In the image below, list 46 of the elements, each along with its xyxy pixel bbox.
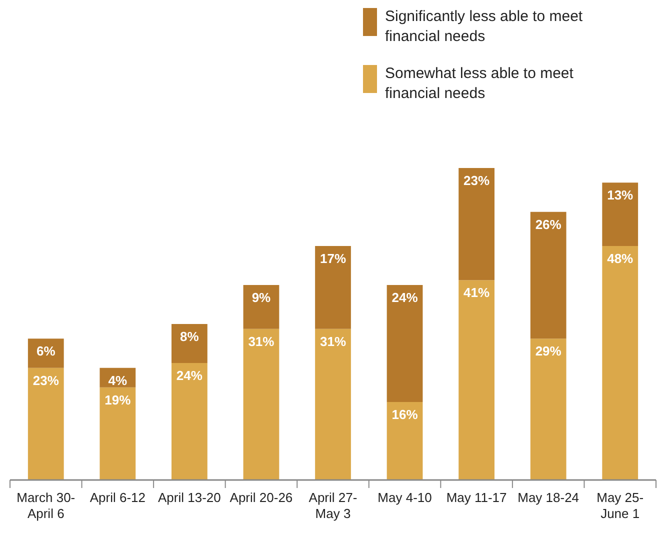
data-label: 31% — [248, 334, 275, 349]
bar — [386, 402, 423, 480]
data-label: 9% — [252, 290, 272, 305]
bar — [100, 387, 136, 480]
x-tick-label: April 6-12 — [90, 490, 146, 505]
data-label: 8% — [180, 329, 200, 344]
bar — [243, 328, 280, 480]
data-label: 23% — [32, 372, 60, 388]
bar — [530, 338, 566, 480]
data-label: 13% — [607, 188, 634, 203]
data-label: 48% — [607, 251, 634, 266]
data-label: 23% — [464, 173, 490, 188]
bar — [530, 212, 566, 339]
bar — [172, 324, 208, 363]
x-tick-label: May 25-June 1 — [596, 490, 644, 521]
data-label: 17% — [320, 251, 346, 266]
data-label: 31% — [320, 334, 346, 349]
bar — [458, 280, 494, 480]
x-tick-label: May 4-10 — [378, 490, 432, 505]
bar — [458, 168, 494, 280]
bar — [315, 328, 351, 480]
bar — [28, 338, 64, 368]
x-tick-label: May 18-24 — [518, 490, 580, 505]
x-tick-label: April 13-20 — [158, 490, 221, 505]
bar — [602, 182, 638, 246]
bar — [243, 285, 280, 329]
bar — [28, 368, 64, 480]
data-label: 4% — [108, 372, 128, 388]
bar — [386, 285, 423, 402]
data-label: 41% — [464, 285, 490, 300]
bar — [172, 363, 208, 480]
data-label: 24% — [176, 368, 203, 383]
x-tick-label: May 11-17 — [446, 490, 507, 505]
legend-label: Significantly less able to meet financial needs — [385, 8, 584, 45]
legend-label: Somewhat less able to meet financial needs — [385, 65, 574, 102]
x-tick-label: April 27-May 3 — [308, 490, 358, 521]
data-label: 24% — [392, 290, 418, 305]
data-label: 26% — [535, 216, 562, 232]
bar — [315, 246, 351, 329]
x-tick-label: April 20-26 — [230, 490, 293, 505]
data-label: 19% — [104, 392, 132, 408]
bar — [602, 246, 638, 480]
data-label: 29% — [535, 344, 562, 359]
x-tick-label: March 30-April 6 — [16, 490, 76, 521]
data-label: 16% — [392, 407, 418, 422]
data-label: 6% — [36, 344, 56, 359]
